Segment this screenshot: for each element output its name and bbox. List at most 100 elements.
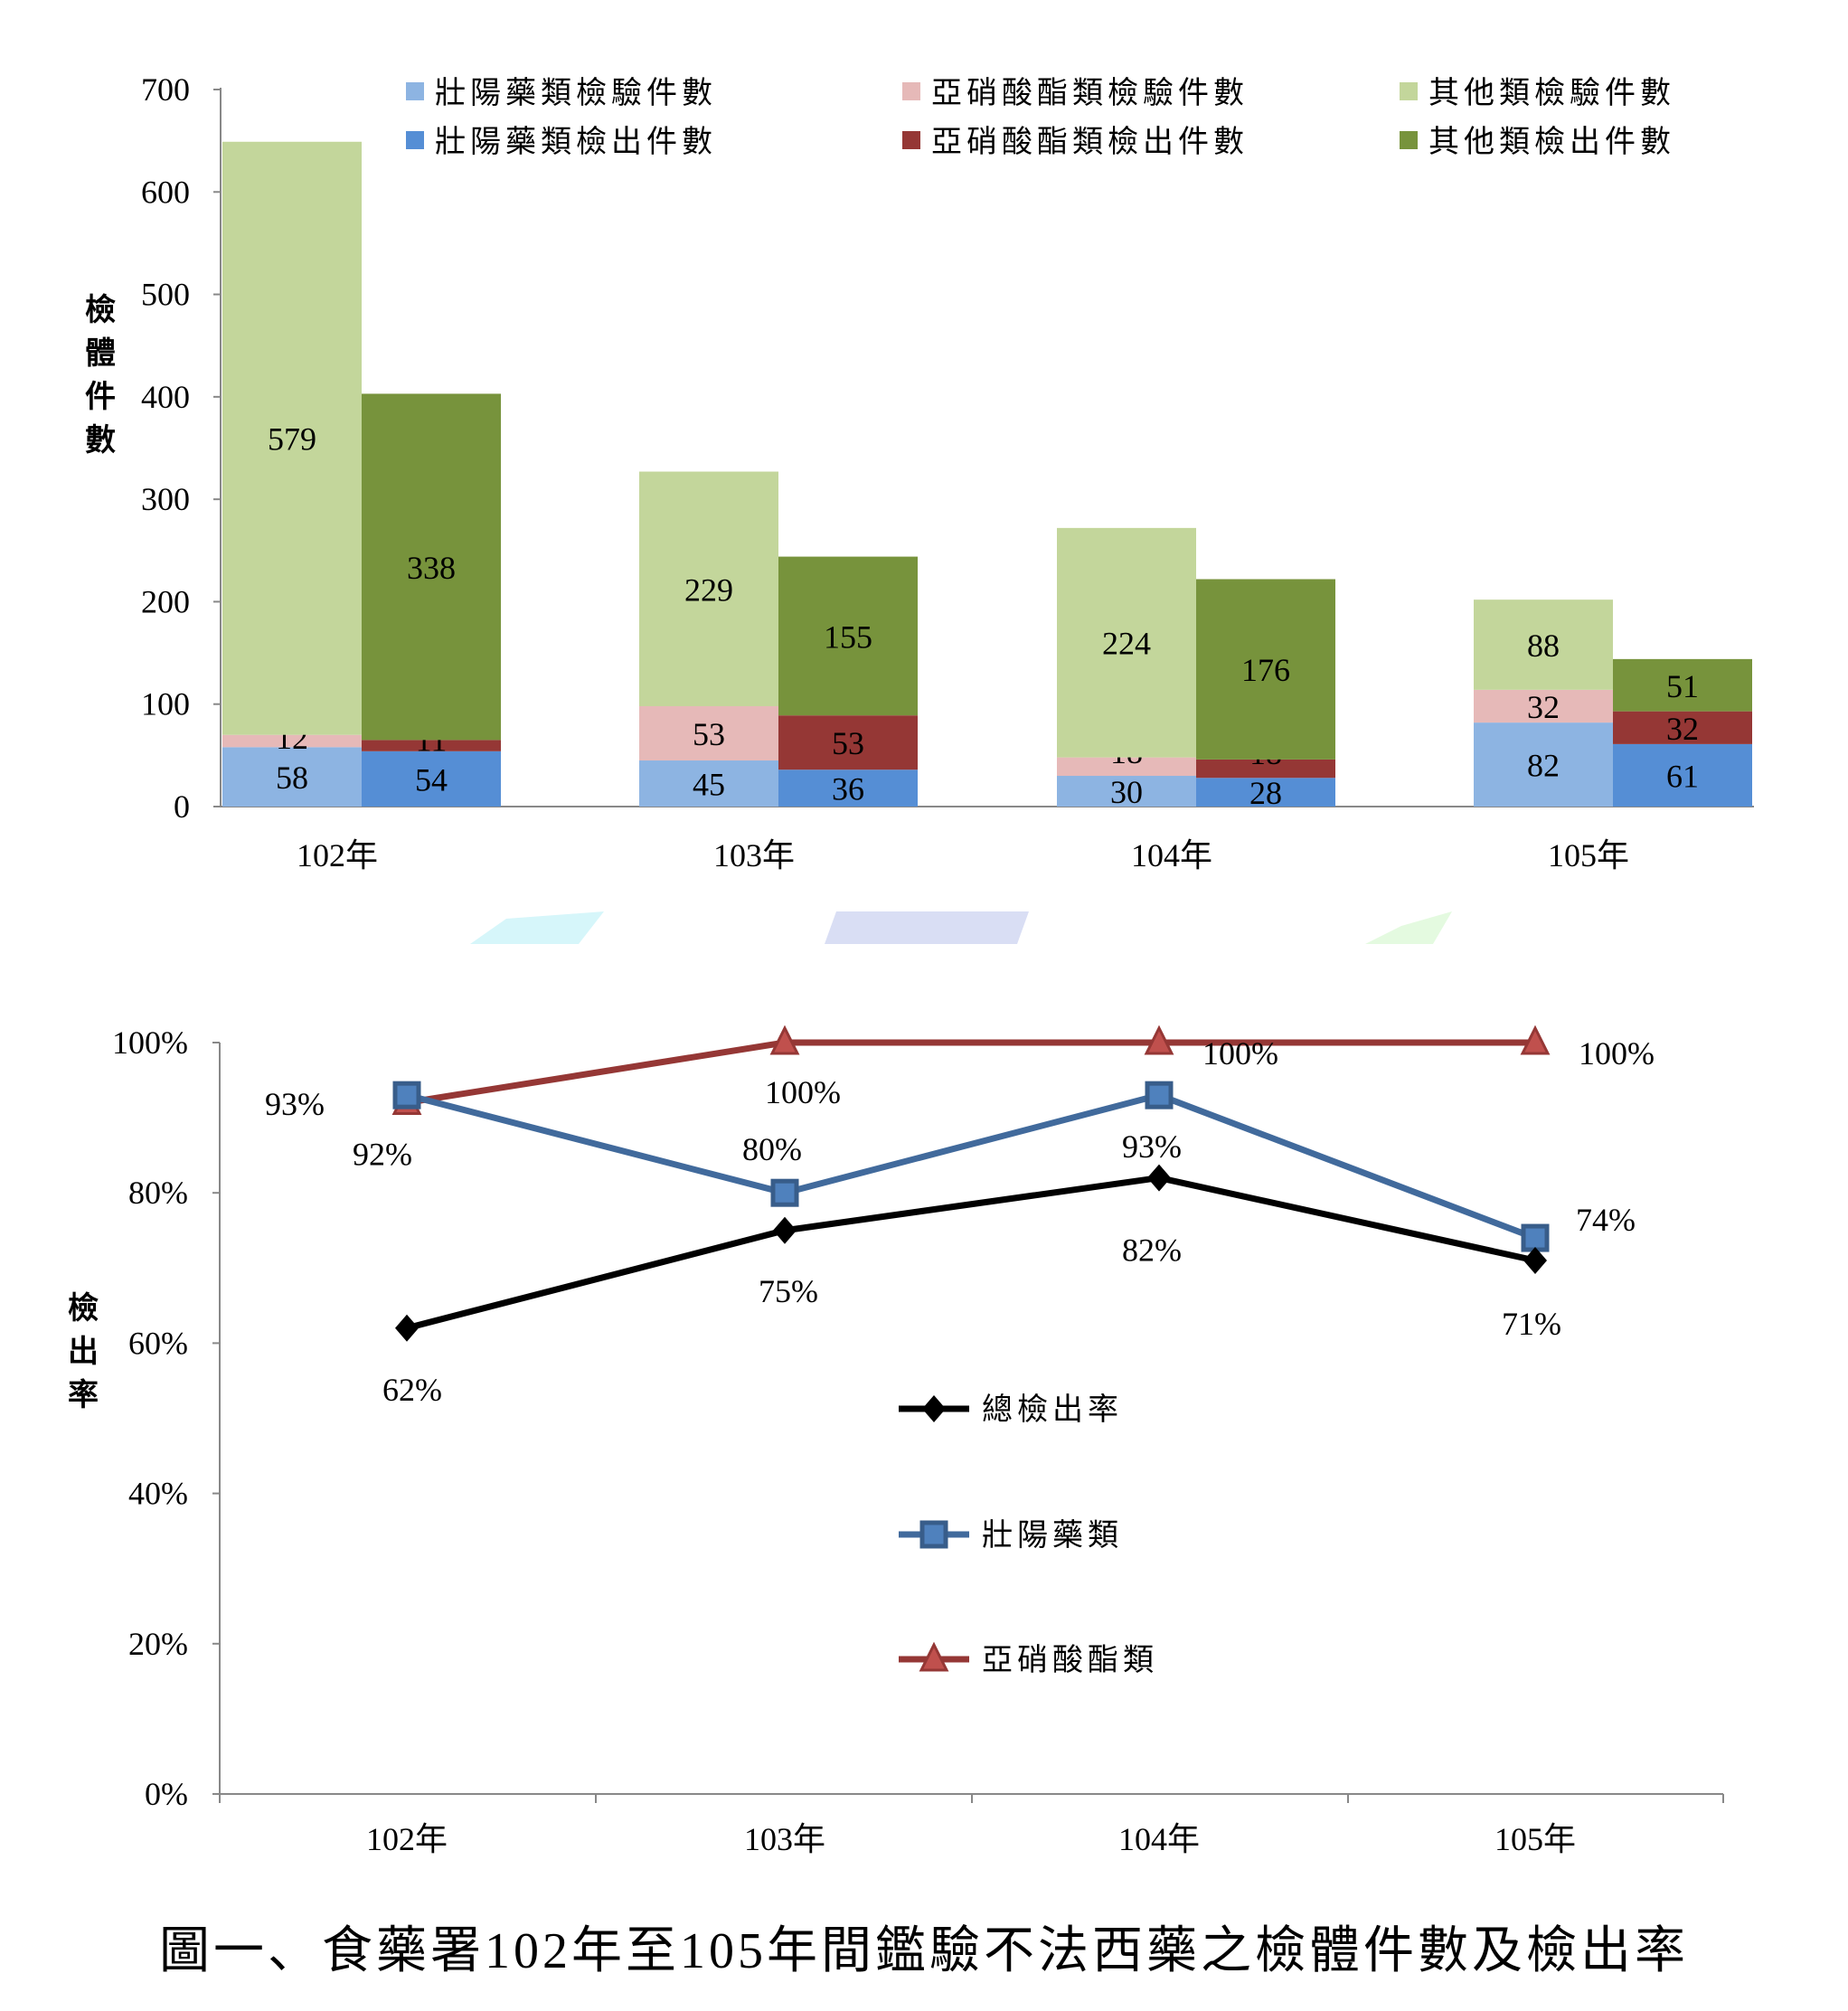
square-marker bbox=[919, 1520, 948, 1549]
series-line bbox=[406, 1039, 1535, 1106]
triangle-marker bbox=[1144, 1024, 1174, 1055]
bar-segment bbox=[1613, 711, 1752, 744]
legend-label: 壯陽藥類 bbox=[982, 1518, 1123, 1553]
bar-segment bbox=[1474, 722, 1613, 807]
data-label: 71% bbox=[1502, 1306, 1561, 1342]
series-line bbox=[406, 1175, 1536, 1332]
bar-value-label: 58 bbox=[276, 760, 308, 796]
y-tick-label: 700 bbox=[141, 71, 190, 108]
legend-label: 亞硝酸酯類檢出件數 bbox=[931, 125, 1249, 159]
x-tick-label: 105年 bbox=[1548, 837, 1629, 873]
legend-label: 其他類檢驗件數 bbox=[1428, 76, 1675, 110]
y-tick-label: 600 bbox=[141, 174, 190, 210]
bar-value-label: 224 bbox=[1102, 626, 1151, 662]
bar-value-label: 176 bbox=[1241, 652, 1290, 688]
bar-value-label: 53 bbox=[832, 725, 864, 761]
y-tick-label: 0% bbox=[145, 1776, 188, 1812]
bar-segment bbox=[639, 471, 778, 706]
diamond-marker bbox=[1147, 1164, 1171, 1192]
bar-segment bbox=[778, 769, 918, 807]
bar-value-label: 54 bbox=[415, 761, 448, 798]
square-marker bbox=[1145, 1081, 1174, 1109]
data-label: 100% bbox=[1202, 1035, 1278, 1072]
y-tick-label: 60% bbox=[128, 1325, 188, 1361]
bar-segment bbox=[1474, 689, 1613, 723]
bar-segment bbox=[362, 740, 501, 751]
x-tick-label: 105年 bbox=[1494, 1821, 1576, 1857]
legend-swatch bbox=[902, 82, 920, 100]
data-label: 92% bbox=[353, 1136, 412, 1172]
bar-segment bbox=[362, 393, 501, 741]
figure-caption: 圖一、食藥署102年至105年間鑑驗不法西藥之檢體件數及檢出率 bbox=[159, 1923, 1689, 1979]
data-label: 100% bbox=[765, 1074, 841, 1110]
data-label: 75% bbox=[759, 1273, 818, 1309]
diamond-marker bbox=[773, 1216, 797, 1244]
y-tick-label: 300 bbox=[141, 481, 190, 517]
bar-value-label: 82 bbox=[1527, 748, 1560, 784]
x-tick-label: 103年 bbox=[713, 837, 795, 873]
bar-segment bbox=[1196, 759, 1335, 779]
y-tick-label: 400 bbox=[141, 379, 190, 415]
bar-value-label: 30 bbox=[1110, 774, 1143, 810]
bar-value-label: 28 bbox=[1249, 775, 1282, 811]
diamond-marker bbox=[1523, 1246, 1547, 1274]
bar-value-label: 338 bbox=[407, 550, 456, 586]
legend-label: 亞硝酸酯類檢驗件數 bbox=[931, 76, 1249, 110]
bar-segment bbox=[778, 556, 918, 716]
stacked-bar-chart: 0100200300400500600700檢體件數102年5812579541… bbox=[80, 71, 1754, 873]
legend-label: 總檢出率 bbox=[982, 1393, 1123, 1427]
bar-segment bbox=[222, 747, 362, 807]
square-marker bbox=[392, 1081, 421, 1109]
legend-swatch bbox=[902, 131, 920, 149]
data-label: 93% bbox=[265, 1086, 325, 1122]
smudge-lavender bbox=[825, 911, 1029, 944]
bar-segment bbox=[778, 715, 918, 770]
series-line bbox=[406, 1091, 1537, 1242]
legend-label: 壯陽藥類檢驗件數 bbox=[435, 76, 717, 110]
line-chart: 0% 20% 40% 60% 80% 100% 102年 103年 104年 105年 檢出率 62%… bbox=[63, 1024, 1724, 1857]
data-label: 100% bbox=[1579, 1035, 1655, 1072]
legend-label: 其他類檢出件數 bbox=[1428, 125, 1675, 159]
bar-value-label: 579 bbox=[268, 421, 316, 458]
data-label: 82% bbox=[1122, 1232, 1182, 1269]
y-tick-label: 100% bbox=[112, 1024, 188, 1061]
y-axis-title: 檢出率 bbox=[63, 1290, 99, 1421]
bar-segment bbox=[222, 734, 362, 748]
y-axis-title: 檢體件數 bbox=[80, 292, 116, 467]
bar-value-label: 32 bbox=[1527, 689, 1560, 725]
square-marker bbox=[770, 1178, 799, 1207]
legend-label: 亞硝酸酯類 bbox=[982, 1643, 1158, 1677]
legend-swatch bbox=[406, 131, 424, 149]
triangle-marker bbox=[919, 1641, 949, 1672]
bar-segment bbox=[222, 141, 362, 735]
triangle-marker bbox=[769, 1024, 800, 1055]
bar-value-label: 45 bbox=[693, 767, 725, 803]
diamond-marker bbox=[395, 1314, 419, 1342]
y-tick-label: 20% bbox=[128, 1626, 188, 1662]
bar-segment bbox=[1196, 778, 1335, 807]
legend-swatch bbox=[1400, 82, 1418, 100]
bar-segment bbox=[362, 751, 501, 807]
x-tick-label: 103年 bbox=[744, 1821, 825, 1857]
y-tick-label: 40% bbox=[128, 1476, 188, 1512]
bar-segment bbox=[639, 705, 778, 761]
bar-value-label: 53 bbox=[693, 716, 725, 752]
bar-segment bbox=[1196, 579, 1335, 760]
data-label: 74% bbox=[1576, 1202, 1636, 1238]
bar-segment bbox=[1474, 600, 1613, 690]
diamond-marker bbox=[922, 1395, 946, 1422]
bar-value-label: 61 bbox=[1666, 758, 1699, 794]
x-tick-label: 102年 bbox=[366, 1821, 448, 1857]
bar-segment bbox=[1057, 527, 1196, 758]
bar-value-label: 229 bbox=[684, 571, 733, 608]
smudge-green bbox=[1365, 911, 1452, 944]
square-marker bbox=[1521, 1223, 1550, 1252]
data-label: 80% bbox=[742, 1131, 802, 1167]
smudge-cyan bbox=[470, 911, 604, 944]
legend-swatch bbox=[1400, 131, 1418, 149]
y-tick-label: 80% bbox=[128, 1175, 188, 1211]
bar-segment bbox=[1057, 776, 1196, 807]
y-tick-label: 200 bbox=[141, 583, 190, 619]
decorative-smudges bbox=[470, 911, 1452, 944]
